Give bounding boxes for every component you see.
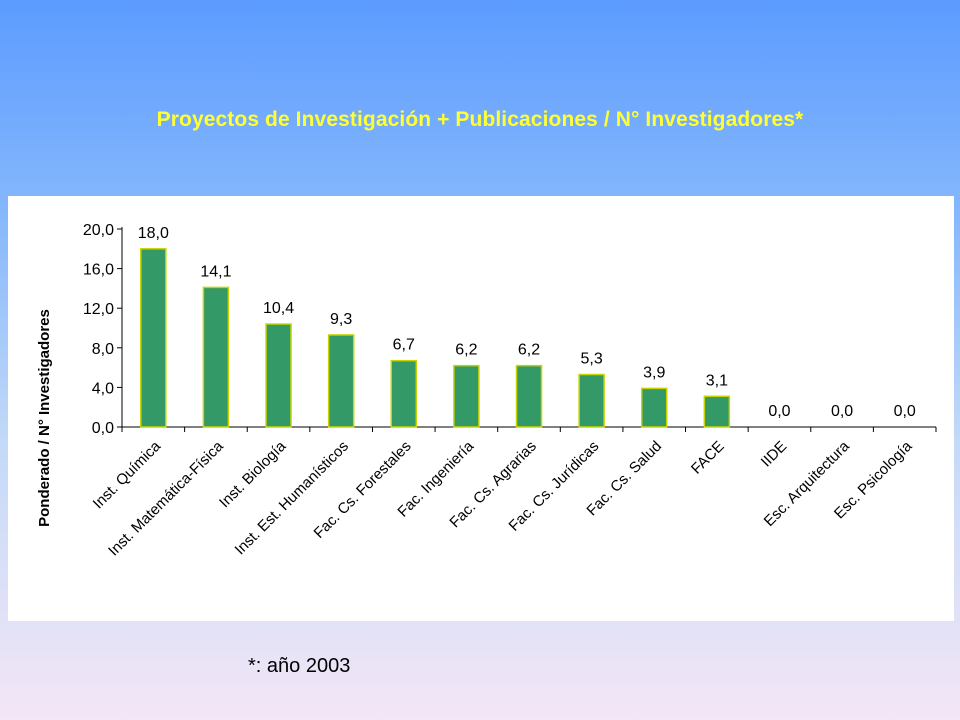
x-category-label: IIDE: [758, 438, 791, 471]
bar: [578, 373, 605, 428]
bar: [515, 364, 543, 428]
bar-chart: Ponderado / N° Investigadores 0,0 4,0 8,0 1…: [36, 222, 937, 559]
y-tick-label: 0,0: [92, 420, 114, 437]
bar-value-label: 18,0: [138, 225, 169, 242]
y-tick-label: 20,0: [83, 222, 114, 239]
y-tick-label: 8,0: [92, 341, 114, 358]
bar-value-label: 0,0: [894, 403, 916, 420]
bar-value-label: 6,2: [518, 342, 540, 359]
y-tick-label: 12,0: [83, 301, 114, 318]
bar-value-label: 0,0: [768, 403, 790, 420]
bar-value-label: 6,7: [393, 337, 415, 354]
chart-panel: Ponderado / N° Investigadores 0,0 4,0 8,0 1…: [8, 196, 954, 621]
bar: [453, 364, 480, 428]
bar-value-label: 5,3: [580, 351, 602, 368]
bar-value-label: 3,1: [706, 372, 728, 389]
bar: [703, 395, 731, 428]
bar-value-label: 6,2: [455, 342, 477, 359]
bar: [140, 248, 167, 428]
x-category-label: FACE: [688, 438, 728, 478]
bar-value-label: 10,4: [263, 300, 294, 317]
y-tick-label: 16,0: [83, 262, 114, 279]
bar: [640, 387, 668, 428]
bar-value-label: 14,1: [200, 263, 231, 280]
bar: [265, 323, 292, 428]
x-category-label: Inst. Matemática-Física: [105, 437, 227, 559]
bar-value-label: 3,9: [643, 364, 665, 381]
y-axis-title: Ponderado / N° Investigadores: [36, 309, 53, 527]
slide-title: Proyectos de Investigación + Publicacion…: [156, 108, 804, 131]
bar: [202, 286, 230, 428]
bar-value-label: 0,0: [831, 403, 853, 420]
y-tick-label: 4,0: [92, 380, 114, 397]
bar: [390, 359, 418, 428]
bar: [327, 334, 355, 428]
bar-value-label: 9,3: [330, 311, 352, 328]
x-category-label: Inst. Est. Humanísticos: [231, 438, 351, 558]
footnote: *: año 2003: [248, 655, 351, 677]
